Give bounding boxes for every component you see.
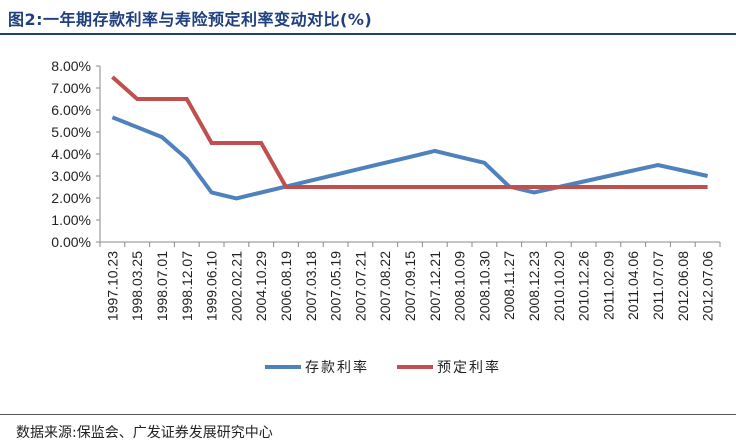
x-tick-label: 2007.12.21 [427, 251, 443, 321]
x-axis: 1997.10.23 1998.03.25 1998.07.01 1998.12.07… [99, 241, 721, 321]
x-tick-label: 2011.07.07 [650, 251, 666, 320]
x-tick-label: 2011.04.06 [625, 251, 641, 320]
x-tick-label: 1999.06.10 [204, 251, 220, 321]
x-tick-label: 2006.08.19 [278, 251, 294, 321]
x-tick-label: 2004.10.29 [253, 251, 269, 321]
x-tick-label: 1998.03.25 [129, 251, 145, 321]
x-tick-label: 2008.12.23 [526, 251, 542, 321]
y-tick-label: 8.00% [51, 58, 91, 74]
legend-label-1: 存款利率 [305, 359, 369, 375]
y-tick-label: 3.00% [51, 168, 91, 184]
y-tick-label: 0.00% [51, 234, 91, 250]
x-tick-label: 2007.07.21 [352, 251, 368, 321]
x-tick-label: 2008.10.09 [452, 251, 468, 321]
series-line-1 [111, 115, 709, 201]
y-tick-label: 1.00% [51, 212, 91, 228]
x-tick-label: 2008.11.27 [501, 251, 517, 320]
x-tick-label: 2007.05.19 [328, 251, 344, 321]
x-tick-label: 2008.10.30 [476, 251, 492, 321]
y-tick-label: 6.00% [51, 102, 91, 118]
x-tick-label: 2007.09.15 [402, 251, 418, 321]
legend-label-2: 预定利率 [437, 359, 501, 375]
x-tick-label: 1998.12.07 [179, 251, 195, 321]
source-divider [0, 414, 736, 415]
y-tick-label: 4.00% [51, 146, 91, 162]
y-tick-label: 7.00% [51, 80, 91, 96]
x-tick-label: 2007.03.18 [303, 251, 319, 321]
title-underline [0, 33, 736, 35]
y-axis: 0.00% 1.00% 2.00% 3.00% 4.00% 5.00% 6.00% 7.00%… [51, 58, 101, 250]
x-tick-label: 2010.10.20 [551, 251, 567, 321]
legend: 存款利率 预定利率 [265, 359, 501, 375]
figure-title: 图2:一年期存款利率与寿险预定利率变动对比(%) [8, 10, 373, 29]
series-line-2 [111, 75, 708, 189]
series-lines [111, 75, 709, 201]
y-tick-label: 2.00% [51, 190, 91, 206]
x-tick-label: 1998.07.01 [154, 251, 170, 321]
source-note: 数据来源:保监会、广发证券发展研究中心 [16, 425, 273, 441]
line-chart: 0.00% 1.00% 2.00% 3.00% 4.00% 5.00% 6.00% 7.00%… [51, 58, 721, 375]
x-tick-label: 2002.02.21 [228, 251, 244, 321]
x-tick-label: 2011.02.09 [600, 251, 616, 320]
x-tick-label: 2012.07.06 [700, 251, 716, 321]
y-tick-label: 5.00% [51, 124, 91, 140]
x-tick-label: 2010.12.26 [576, 251, 592, 321]
x-tick-label: 1997.10.23 [104, 251, 120, 321]
x-tick-label: 2012.06.08 [675, 251, 691, 321]
x-tick-label: 2007.08.22 [377, 251, 393, 321]
